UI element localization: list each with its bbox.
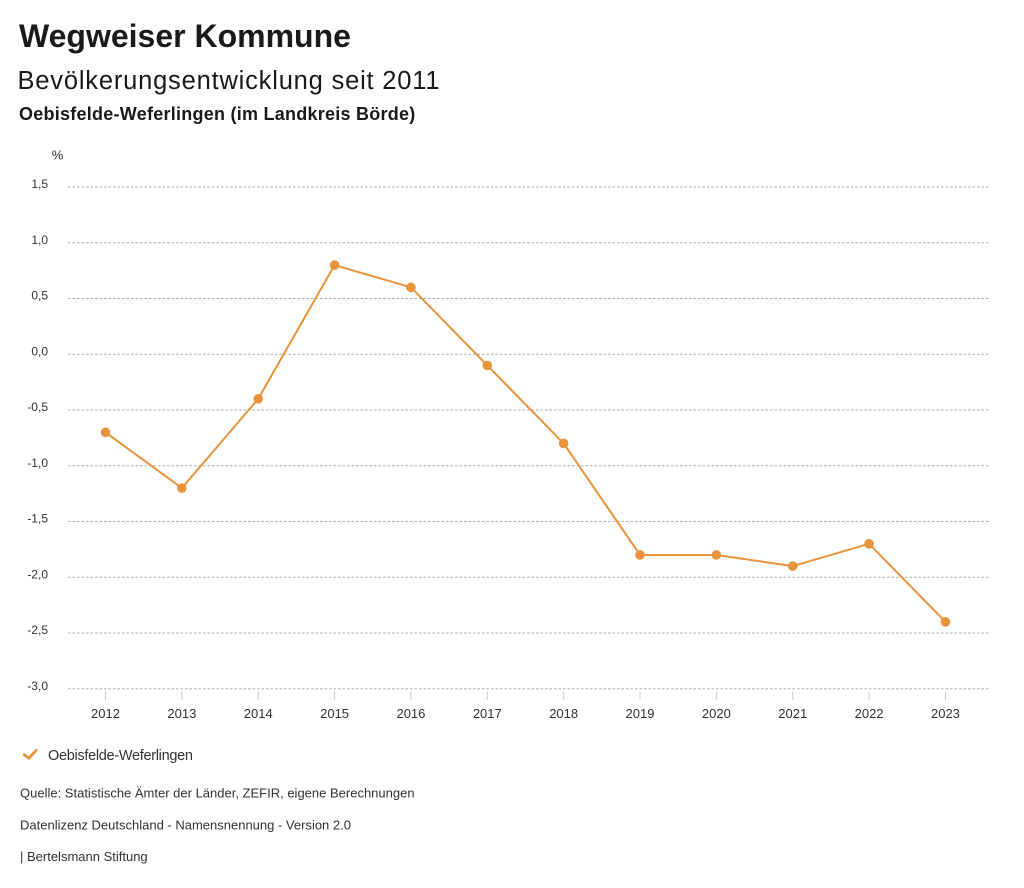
svg-text:2017: 2017 bbox=[473, 706, 502, 721]
svg-text:2013: 2013 bbox=[167, 706, 196, 721]
svg-text:%: % bbox=[52, 148, 64, 163]
svg-text:Datenlizenz Deutschland - Name: Datenlizenz Deutschland - Namensnennung … bbox=[20, 818, 351, 833]
svg-text:Oebisfelde-Weferlingen: Oebisfelde-Weferlingen bbox=[48, 748, 193, 764]
svg-text:-1,0: -1,0 bbox=[27, 456, 48, 470]
svg-text:2022: 2022 bbox=[855, 706, 884, 721]
svg-text:-3,0: -3,0 bbox=[27, 679, 48, 693]
svg-text:-1,5: -1,5 bbox=[27, 512, 48, 526]
svg-text:-2,5: -2,5 bbox=[27, 623, 48, 637]
svg-text:2023: 2023 bbox=[931, 706, 960, 721]
svg-text:2021: 2021 bbox=[778, 706, 807, 721]
svg-text:2018: 2018 bbox=[549, 706, 578, 721]
svg-text:-2,0: -2,0 bbox=[27, 567, 48, 581]
svg-text:2020: 2020 bbox=[702, 706, 731, 721]
svg-text:Oebisfelde-Weferlingen (im Lan: Oebisfelde-Weferlingen (im Landkreis Bör… bbox=[19, 104, 416, 124]
svg-text:Bevölkerungsentwicklung seit 2: Bevölkerungsentwicklung seit 2011 bbox=[18, 67, 441, 95]
svg-text:-0,5: -0,5 bbox=[27, 400, 48, 414]
svg-text:2014: 2014 bbox=[244, 706, 273, 721]
svg-text:| Bertelsmann Stiftung: | Bertelsmann Stiftung bbox=[20, 849, 148, 864]
svg-text:2016: 2016 bbox=[396, 706, 425, 721]
svg-text:0,0: 0,0 bbox=[31, 344, 48, 358]
svg-text:1,0: 1,0 bbox=[31, 233, 48, 247]
svg-text:Quelle: Statistische Ämter der: Quelle: Statistische Ämter der Länder, Z… bbox=[20, 786, 415, 801]
svg-text:2015: 2015 bbox=[320, 706, 349, 721]
svg-text:1,5: 1,5 bbox=[31, 177, 48, 191]
svg-text:Wegweiser Kommune: Wegweiser Kommune bbox=[19, 18, 351, 54]
svg-text:2019: 2019 bbox=[626, 706, 655, 721]
svg-text:0,5: 0,5 bbox=[31, 289, 48, 303]
svg-text:2012: 2012 bbox=[91, 706, 120, 721]
